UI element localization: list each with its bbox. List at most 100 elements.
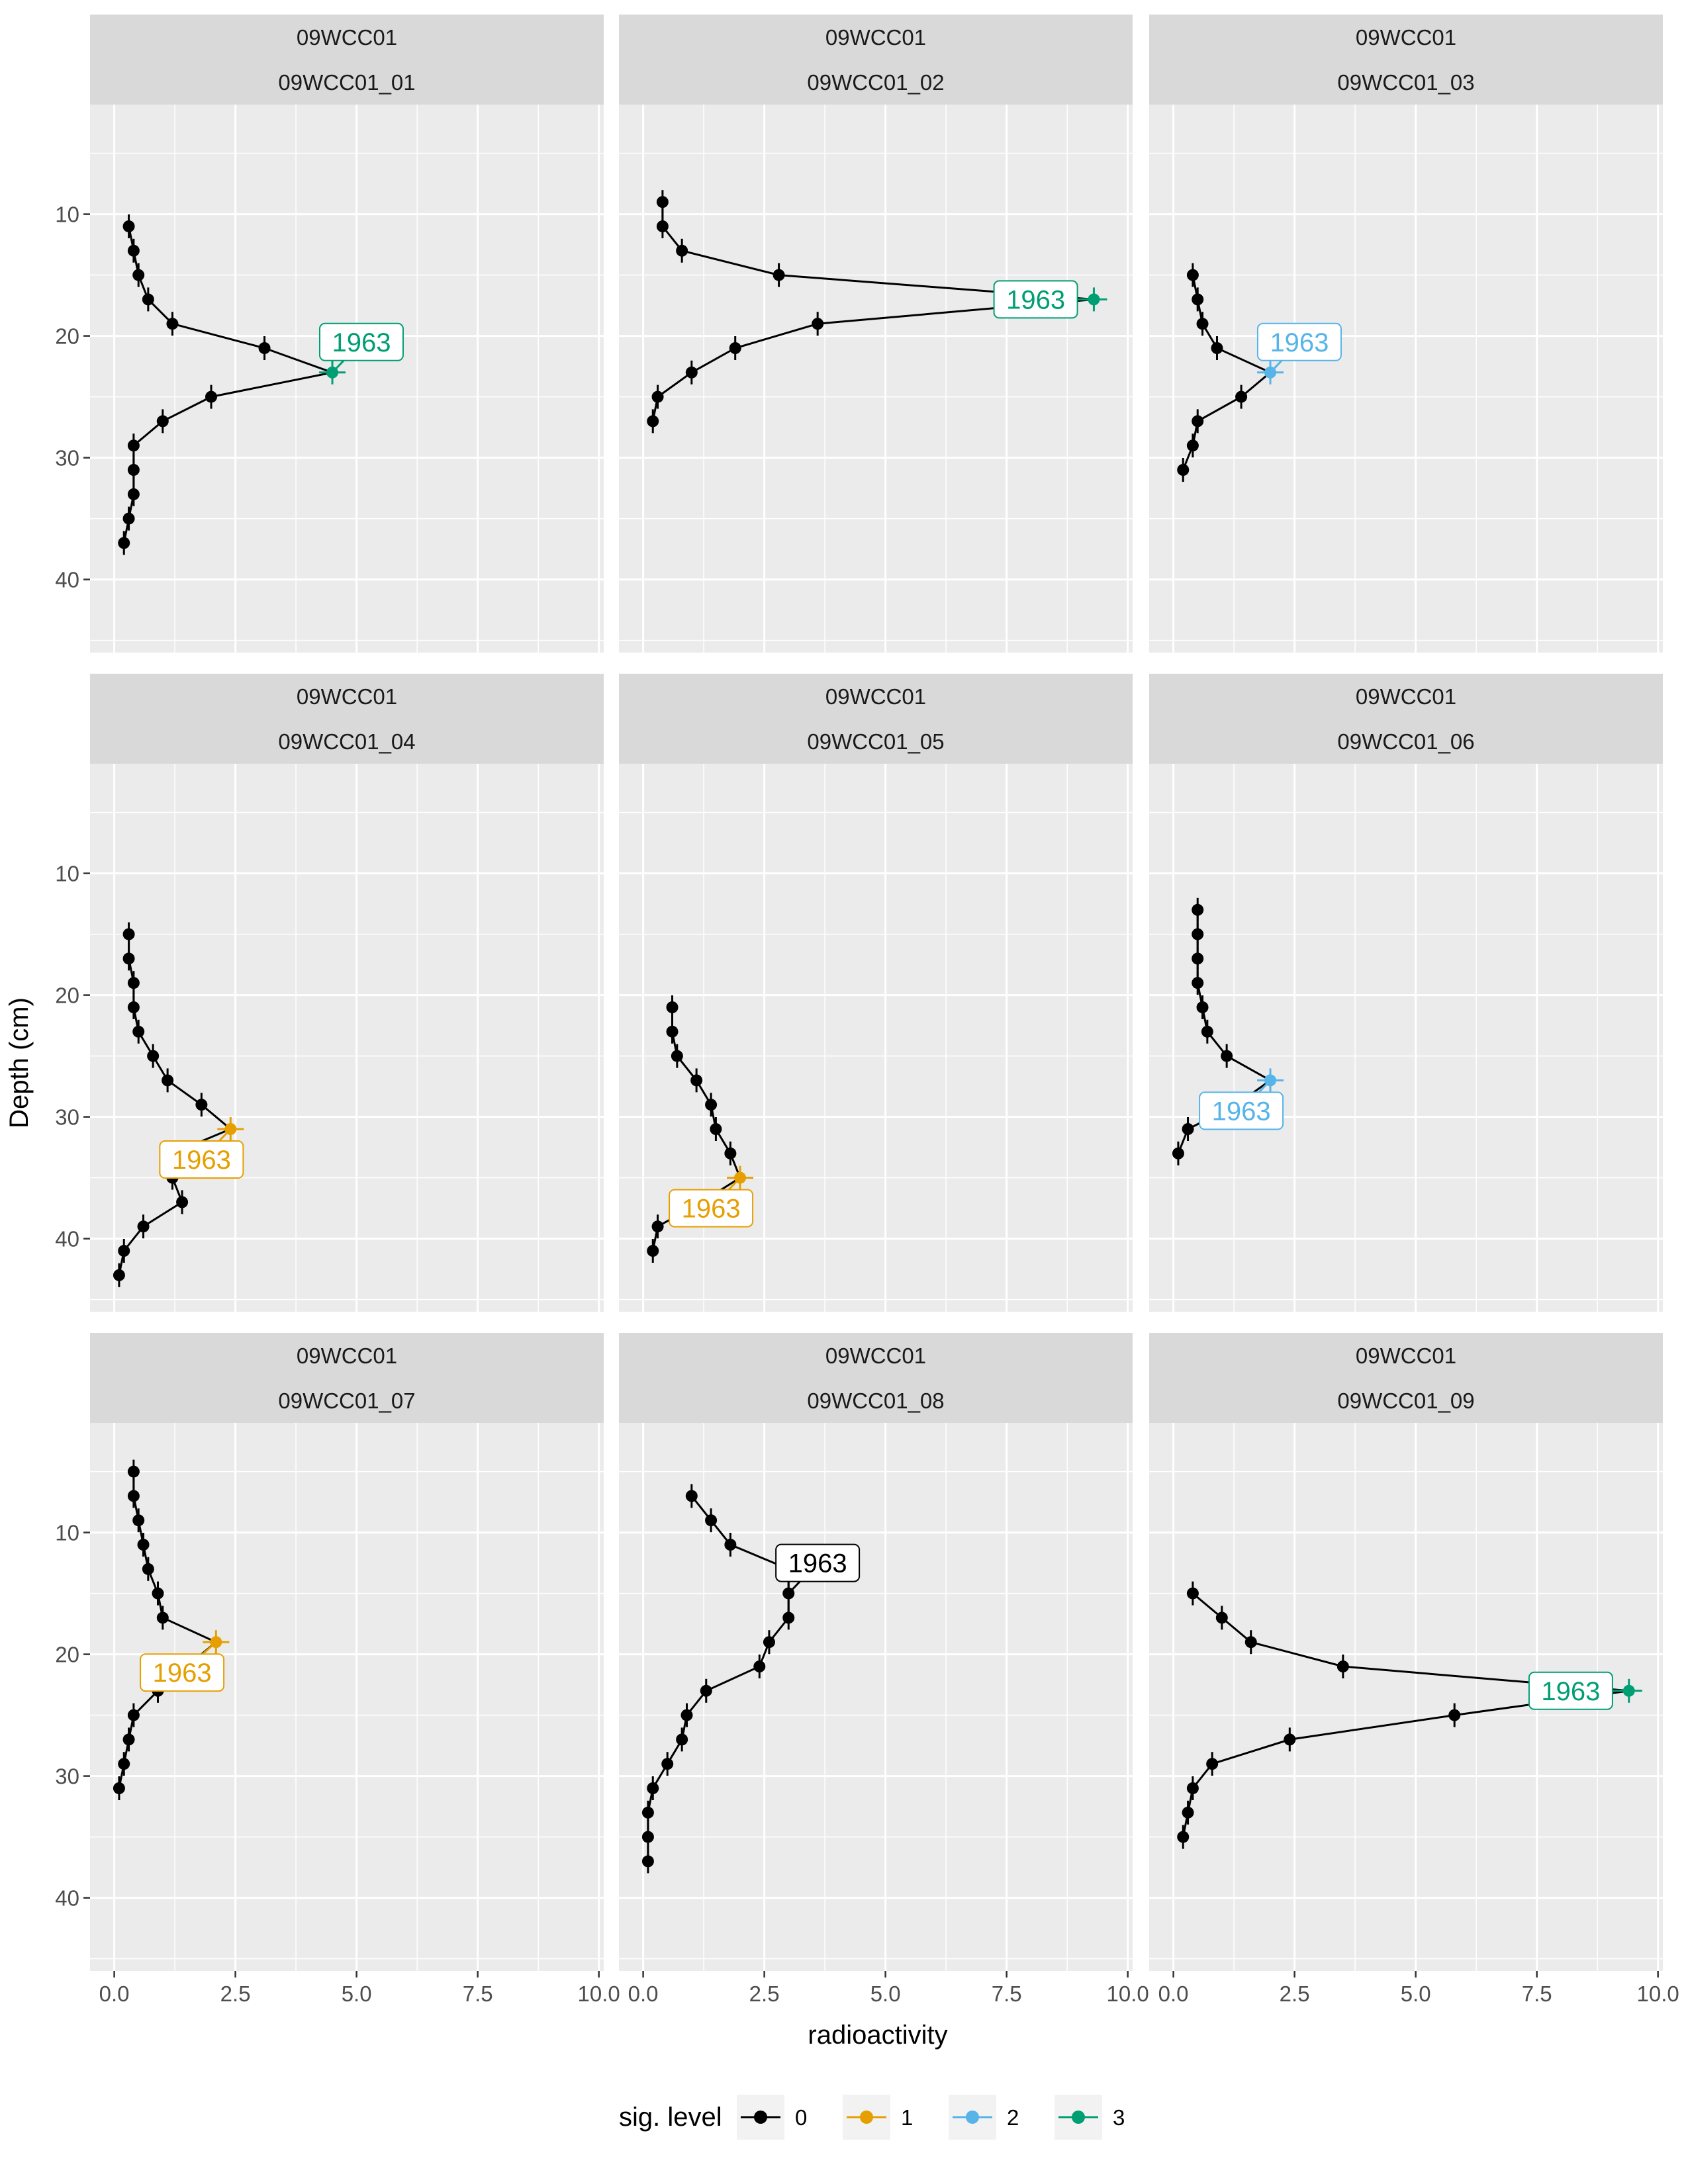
label-box [140, 1653, 225, 1692]
data-point [127, 1709, 140, 1721]
facet-strip-label-bottom: 09WCC01_08 [807, 1388, 944, 1413]
y-tick-label: 20 [55, 983, 79, 1008]
data-point [137, 1539, 150, 1551]
data-point [118, 1245, 130, 1257]
facet-panel-09WCC01_04: 09WCC01 09WCC01_04 1963 [90, 674, 604, 1312]
x-tick-label: 5.0 [342, 1981, 372, 2006]
data-point [705, 1099, 718, 1111]
data-point [127, 1001, 140, 1013]
x-tick-label: 7.5 [463, 1981, 493, 2006]
x-tick-label: 0.0 [628, 1981, 659, 2006]
series-line [647, 1495, 790, 1862]
facet-panel-09WCC01_08: 09WCC01 09WCC01_08 1963 [619, 1333, 1133, 1971]
facet-strip [90, 15, 604, 105]
facet-strip-label-bottom: 09WCC01_07 [278, 1388, 415, 1413]
y-tick-label: 10 [55, 203, 79, 227]
data-point [1192, 415, 1204, 428]
facet-panel-09WCC01_01: 09WCC01 09WCC01_01 1963 [90, 15, 604, 653]
data-point [812, 318, 824, 330]
data-point [647, 1782, 659, 1794]
y-tick-label: 10 [55, 1521, 79, 1545]
panel-background [1149, 105, 1663, 653]
data-point [1182, 1806, 1194, 1819]
facet-panel-09WCC01_07: 09WCC01 09WCC01_07 1963 [90, 1333, 604, 1971]
data-point [127, 1490, 140, 1502]
data-point [132, 269, 145, 281]
facet-strip-label-top: 09WCC01 [1356, 1343, 1456, 1368]
data-point [258, 342, 271, 354]
facet-strip-label-top: 09WCC01 [297, 684, 397, 709]
data-point [690, 1074, 703, 1087]
y-tick-label: 40 [55, 1227, 79, 1251]
data-point [127, 977, 140, 989]
data-point [651, 1220, 664, 1233]
data-point [1186, 269, 1199, 281]
panel-background [90, 105, 604, 653]
facet-panel-09WCC01_09: 09WCC01 09WCC01_09 1963 [1149, 1333, 1663, 1971]
label-box [993, 280, 1078, 319]
y-axis: 10 20 30 40 10 20 30 40 10 20 30 40 [55, 203, 90, 1911]
x-tick-label: 2.5 [749, 1981, 780, 2006]
facet-strip-label-bottom: 09WCC01_04 [278, 729, 415, 754]
facet-panels: 09WCC01 09WCC01_01 1963 09WCC01 09WCC01_02 19… [90, 15, 1663, 1971]
label-box [159, 1140, 244, 1179]
data-point [641, 1855, 654, 1868]
y-tick-label: 40 [55, 568, 79, 592]
label-text: 1963 [682, 1195, 741, 1224]
x-tick-label: 2.5 [1280, 1981, 1310, 2006]
data-point [156, 415, 169, 428]
data-point [661, 1758, 674, 1770]
data-point [176, 1196, 189, 1208]
data-point [656, 196, 669, 208]
data-point [1448, 1709, 1461, 1721]
data-point [166, 318, 179, 330]
data-point [142, 293, 154, 306]
facet-strip-label-top: 09WCC01 [1356, 684, 1456, 709]
data-point [1172, 1147, 1184, 1160]
series-line [651, 202, 1094, 422]
data-point [1177, 464, 1190, 476]
data-point [705, 1514, 718, 1527]
facet-strip-label-top: 09WCC01 [825, 25, 926, 50]
facet-strip-label-bottom: 09WCC01_01 [278, 70, 415, 95]
facet-strip-label-top: 09WCC01 [825, 684, 926, 709]
data-point [1186, 1782, 1199, 1794]
x-tick-label: 0.0 [99, 1981, 130, 2006]
data-point [142, 1563, 154, 1575]
legend-key-point [860, 2111, 873, 2124]
data-point [1206, 1758, 1219, 1770]
y-tick-label: 30 [55, 1105, 79, 1130]
data-point [685, 366, 698, 379]
data-point [1182, 1123, 1194, 1135]
label-box [775, 1543, 861, 1582]
x-tick-label: 10.0 [1637, 1981, 1679, 2006]
label-text: 1963 [172, 1146, 231, 1175]
legend: sig. level 0 1 2 3 [619, 2095, 1125, 2140]
data-point [122, 512, 135, 525]
legend-key-point [754, 2111, 767, 2124]
data-point [122, 928, 135, 940]
data-point [724, 1147, 737, 1160]
data-point [729, 342, 741, 354]
x-axis-title: radioactivity [808, 2021, 947, 2050]
facet-strip [619, 674, 1133, 764]
data-point [118, 537, 130, 549]
legend-key-1: 1 [843, 2095, 913, 2140]
facet-strip [619, 1333, 1133, 1423]
data-point [1192, 928, 1204, 940]
data-point [641, 1806, 654, 1819]
data-point [1177, 1831, 1190, 1843]
label-box [1528, 1671, 1613, 1710]
label-box [318, 322, 404, 361]
label-text: 1963 [1541, 1677, 1600, 1706]
data-point [671, 1050, 683, 1062]
facet-strip-label-top: 09WCC01 [825, 1343, 926, 1368]
legend-key-label: 1 [901, 2105, 913, 2130]
data-point [118, 1758, 130, 1770]
data-point [156, 1612, 169, 1624]
legend-title: sig. level [619, 2103, 722, 2132]
data-point [676, 1733, 688, 1746]
data-point [773, 269, 785, 281]
data-point [1192, 977, 1204, 989]
data-point [1186, 439, 1199, 452]
